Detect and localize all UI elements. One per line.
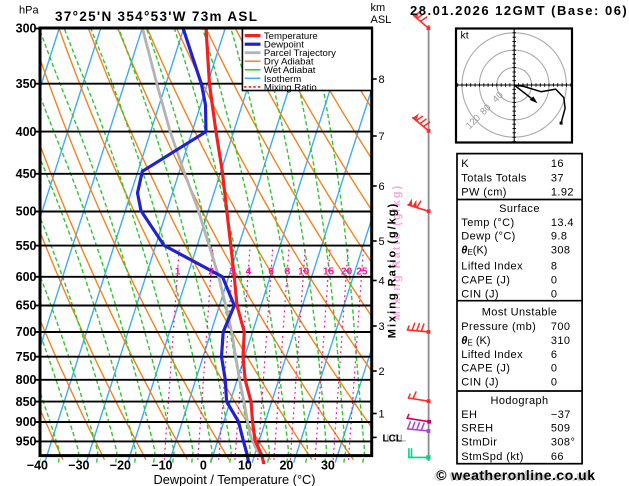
- svg-text:Parcel Trajectory: Parcel Trajectory: [264, 48, 336, 59]
- svg-text:550: 550: [16, 239, 37, 253]
- svg-text:13.4: 13.4: [551, 217, 574, 229]
- svg-text:20: 20: [279, 458, 293, 472]
- svg-text:9.8: 9.8: [551, 231, 568, 243]
- svg-text:θE(K): θE(K): [461, 244, 487, 257]
- svg-text:16: 16: [551, 158, 564, 170]
- svg-text:6: 6: [268, 266, 274, 277]
- svg-text:Mixing Ratio (g/kg): Mixing Ratio (g/kg): [391, 184, 403, 320]
- svg-text:600: 600: [16, 270, 37, 284]
- svg-text:500: 500: [16, 205, 37, 219]
- svg-text:Mixing Ratio: Mixing Ratio: [264, 82, 317, 93]
- svg-text:Dewpoint / Temperature (°C): Dewpoint / Temperature (°C): [154, 472, 316, 486]
- svg-text:8: 8: [551, 261, 558, 273]
- svg-text:SREH: SREH: [461, 423, 493, 435]
- svg-text:850: 850: [16, 395, 37, 409]
- svg-text:66: 66: [551, 451, 564, 463]
- svg-text:509: 509: [551, 423, 571, 435]
- svg-text:1.92: 1.92: [551, 186, 574, 198]
- svg-text:8: 8: [285, 266, 291, 277]
- svg-text:950: 950: [16, 435, 37, 449]
- svg-text:800: 800: [16, 373, 37, 387]
- svg-text:Lifted Index: Lifted Index: [461, 349, 523, 361]
- svg-text:hPa: hPa: [19, 5, 39, 17]
- svg-text:1: 1: [175, 266, 181, 277]
- svg-text:0: 0: [551, 288, 558, 300]
- svg-text:750: 750: [16, 350, 37, 364]
- svg-text:450: 450: [16, 167, 37, 181]
- svg-text:30: 30: [321, 458, 335, 472]
- svg-text:kt: kt: [461, 30, 469, 42]
- svg-text:308°: 308°: [551, 436, 575, 448]
- svg-text:6: 6: [379, 181, 385, 193]
- svg-text:© weatheronline.co.uk: © weatheronline.co.uk: [436, 467, 595, 483]
- svg-text:Dewp (°C): Dewp (°C): [461, 231, 515, 243]
- svg-text:10: 10: [298, 266, 310, 277]
- svg-text:400: 400: [16, 125, 37, 139]
- svg-text:4: 4: [246, 266, 252, 277]
- svg-text:StmDir: StmDir: [461, 436, 497, 448]
- svg-text:700: 700: [16, 325, 37, 339]
- svg-text:CAPE (J): CAPE (J): [461, 274, 510, 286]
- svg-text:10: 10: [238, 458, 252, 472]
- svg-text:900: 900: [16, 415, 37, 429]
- svg-text:Temperature: Temperature: [264, 31, 318, 42]
- svg-text:Mixing Ratio (g/kg): Mixing Ratio (g/kg): [387, 202, 399, 338]
- svg-text:Most Unstable: Most Unstable: [482, 307, 558, 319]
- svg-text:2: 2: [379, 366, 385, 378]
- svg-text:−37: −37: [551, 409, 571, 421]
- svg-text:Isotherm: Isotherm: [264, 74, 301, 85]
- svg-text:3: 3: [379, 321, 385, 333]
- svg-text:CIN (J): CIN (J): [461, 288, 499, 300]
- svg-text:Dewpoint: Dewpoint: [264, 40, 304, 51]
- svg-text:0: 0: [551, 377, 558, 389]
- svg-text:CAPE (J): CAPE (J): [461, 363, 510, 375]
- svg-text:0: 0: [551, 274, 558, 286]
- svg-text:2: 2: [208, 266, 214, 277]
- svg-text:0: 0: [200, 458, 207, 472]
- svg-text:θE (K): θE (K): [461, 335, 490, 348]
- svg-text:37: 37: [551, 173, 564, 185]
- svg-text:CIN (J): CIN (J): [461, 377, 499, 389]
- svg-text:308: 308: [551, 244, 571, 256]
- svg-text:15: 15: [323, 266, 335, 277]
- svg-text:5: 5: [379, 236, 385, 248]
- svg-text:Lifted Index: Lifted Index: [461, 261, 523, 273]
- svg-text:km: km: [371, 2, 386, 14]
- svg-text:Dry Adiabat: Dry Adiabat: [264, 57, 314, 68]
- svg-text:© weatheronline.co.uk: © weatheronline.co.uk: [434, 468, 593, 484]
- svg-text:Wet Adiabat: Wet Adiabat: [264, 65, 316, 76]
- svg-text:25: 25: [356, 266, 368, 277]
- svg-text:700: 700: [551, 321, 571, 333]
- svg-text:0: 0: [551, 363, 558, 375]
- svg-text:28.01.2026 12GMT (Base: 06): 28.01.2026 12GMT (Base: 06): [410, 3, 628, 18]
- svg-text:Hodograph: Hodograph: [490, 395, 548, 407]
- svg-text:20: 20: [341, 266, 353, 277]
- svg-text:Surface: Surface: [499, 203, 540, 215]
- svg-text:LCL: LCL: [387, 434, 406, 445]
- svg-text:6: 6: [551, 349, 558, 361]
- svg-text:EH: EH: [461, 409, 477, 421]
- svg-text:37°25'N 354°53'W 73m ASL: 37°25'N 354°53'W 73m ASL: [55, 9, 258, 24]
- svg-text:7: 7: [379, 131, 385, 143]
- svg-text:8: 8: [379, 74, 385, 86]
- svg-text:StmSpd (kt): StmSpd (kt): [461, 451, 523, 463]
- svg-text:K: K: [461, 158, 469, 170]
- svg-text:Temp (°C): Temp (°C): [461, 217, 514, 229]
- svg-text:300: 300: [16, 22, 37, 36]
- svg-text:−20: −20: [110, 458, 131, 472]
- svg-text:−30: −30: [68, 458, 89, 472]
- svg-text:4: 4: [379, 275, 385, 287]
- svg-text:3: 3: [229, 266, 235, 277]
- svg-text:310: 310: [551, 335, 571, 347]
- svg-text:ASL: ASL: [371, 14, 392, 26]
- svg-text:1: 1: [379, 408, 385, 420]
- svg-text:Totals Totals: Totals Totals: [461, 173, 527, 185]
- svg-text:350: 350: [16, 77, 37, 91]
- svg-text:−40: −40: [27, 458, 48, 472]
- svg-text:Pressure (mb): Pressure (mb): [461, 321, 536, 333]
- svg-text:LCL: LCL: [383, 434, 402, 445]
- svg-text:−10: −10: [151, 458, 172, 472]
- svg-text:650: 650: [16, 299, 37, 313]
- svg-text:PW (cm): PW (cm): [461, 186, 507, 198]
